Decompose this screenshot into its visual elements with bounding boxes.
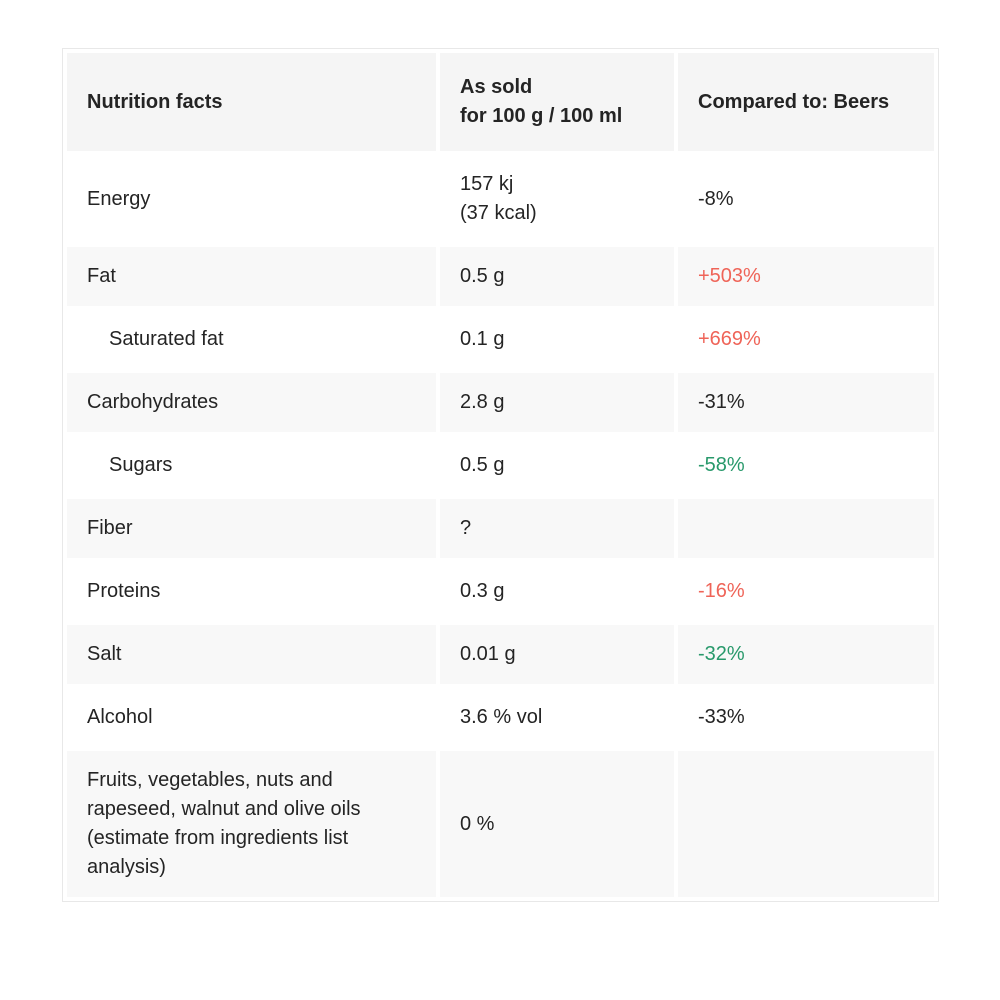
comparison-cell: -8% — [678, 155, 934, 243]
comparison-cell: -16% — [678, 562, 934, 621]
comparison-cell — [678, 751, 934, 897]
value-cell: 3.6 % vol — [440, 688, 674, 747]
nutrient-cell: Fiber — [67, 499, 436, 558]
table-row: Sugars 0.5 g -58% — [67, 436, 934, 495]
value-cell: 0.01 g — [440, 625, 674, 684]
nutrient-cell: Fruits, vegetables, nuts and rapeseed, w… — [67, 751, 436, 897]
value-cell: ? — [440, 499, 674, 558]
comparison-cell: +503% — [678, 247, 934, 306]
header-compared-to: Compared to: Beers — [678, 53, 934, 151]
header-as-sold: As sold for 100 g / 100 ml — [440, 53, 674, 151]
table-row: Carbohydrates 2.8 g -31% — [67, 373, 934, 432]
value-cell: 0.1 g — [440, 310, 674, 369]
nutrient-cell: Proteins — [67, 562, 436, 621]
table-row: Fruits, vegetables, nuts and rapeseed, w… — [67, 751, 934, 897]
nutrient-cell: Saturated fat — [67, 310, 436, 369]
nutrient-cell: Salt — [67, 625, 436, 684]
comparison-cell: -31% — [678, 373, 934, 432]
nutrient-cell: Fat — [67, 247, 436, 306]
nutrient-cell: Energy — [67, 155, 436, 243]
nutrient-cell: Carbohydrates — [67, 373, 436, 432]
table-row: Saturated fat 0.1 g +669% — [67, 310, 934, 369]
table-body: Energy 157 kj (37 kcal) -8% Fat 0.5 g +503% Sa… — [67, 155, 934, 897]
value-cell: 2.8 g — [440, 373, 674, 432]
table-row: Energy 157 kj (37 kcal) -8% — [67, 155, 934, 243]
table-header: Nutrition facts As sold for 100 g / 100 … — [67, 53, 934, 151]
comparison-cell: -58% — [678, 436, 934, 495]
value-cell: 0 % — [440, 751, 674, 897]
table-row: Fiber? — [67, 499, 934, 558]
table-row: Fat 0.5 g +503% — [67, 247, 934, 306]
table-row: Proteins 0.3 g -16% — [67, 562, 934, 621]
nutrition-table-container: Nutrition facts As sold for 100 g / 100 … — [62, 48, 939, 902]
comparison-cell: -32% — [678, 625, 934, 684]
value-cell: 157 kj (37 kcal) — [440, 155, 674, 243]
nutrient-cell: Sugars — [67, 436, 436, 495]
nutrient-cell: Alcohol — [67, 688, 436, 747]
value-cell: 0.3 g — [440, 562, 674, 621]
comparison-cell — [678, 499, 934, 558]
header-nutrition-facts: Nutrition facts — [67, 53, 436, 151]
table-row: Salt 0.01 g -32% — [67, 625, 934, 684]
header-row: Nutrition facts As sold for 100 g / 100 … — [67, 53, 934, 151]
value-cell: 0.5 g — [440, 436, 674, 495]
table-row: Alcohol 3.6 % vol -33% — [67, 688, 934, 747]
comparison-cell: -33% — [678, 688, 934, 747]
value-cell: 0.5 g — [440, 247, 674, 306]
comparison-cell: +669% — [678, 310, 934, 369]
nutrition-facts-table: Nutrition facts As sold for 100 g / 100 … — [62, 48, 939, 902]
